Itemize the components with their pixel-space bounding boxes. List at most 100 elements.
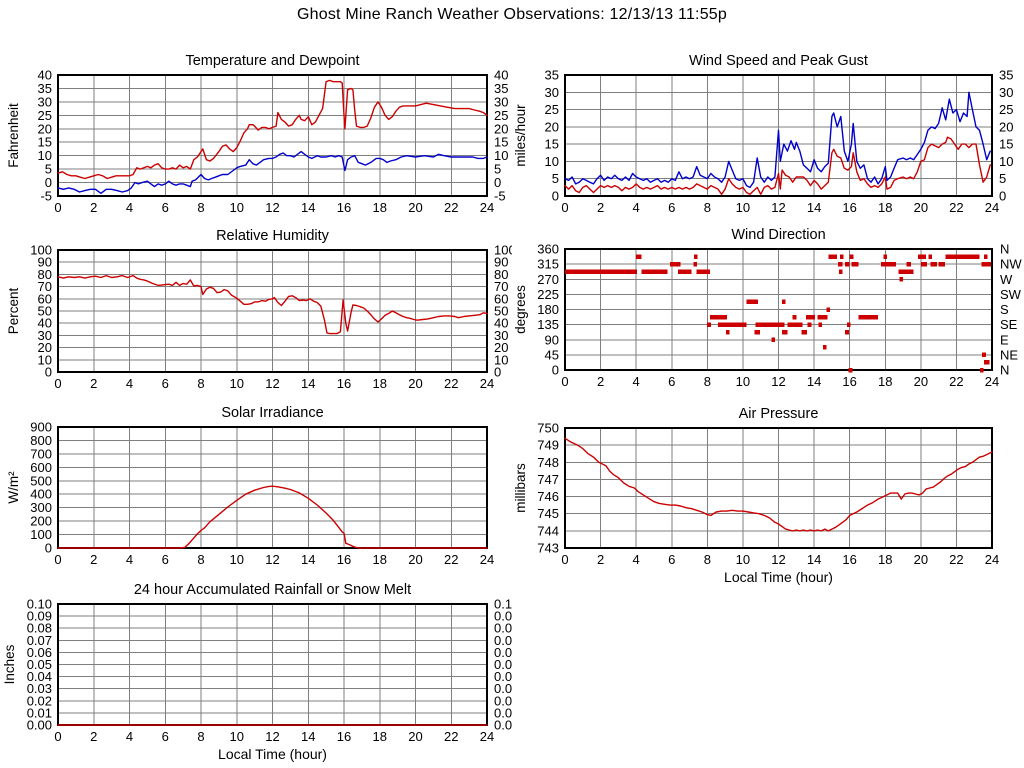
svg-text:35: 35 (38, 81, 52, 96)
svg-text:15: 15 (545, 137, 559, 152)
svg-text:20: 20 (999, 119, 1013, 134)
svg-text:8: 8 (197, 552, 204, 567)
svg-text:2: 2 (597, 374, 604, 389)
gridlines (565, 75, 992, 196)
wind-direction-svg: 0 2 4 6 8 10 12 14 16 18 20 22 240459013518022527031… (513, 227, 1022, 389)
svg-text:10: 10 (230, 729, 244, 744)
svg-text:745: 745 (537, 506, 559, 521)
humidity-line (57, 274, 488, 335)
svg-text:2: 2 (90, 200, 97, 215)
chart-title: Air Pressure (739, 406, 819, 422)
svg-text:0: 0 (561, 552, 568, 567)
chart-wind-direction: 0 2 4 6 8 10 12 14 16 18 20 22 24 0 45 90 135 180 225 270 31… (512, 218, 1024, 398)
svg-text:90: 90 (545, 332, 559, 347)
svg-text:10: 10 (736, 200, 750, 215)
svg-text:14: 14 (301, 376, 315, 391)
chart-rainfall: 0 2 4 6 8 10 12 14 16 18 20 22 24 0.00 0.01 0.02 0.03 0.0… (0, 578, 519, 768)
svg-text:16: 16 (337, 200, 351, 215)
svg-text:0: 0 (54, 729, 61, 744)
svg-text:14: 14 (301, 200, 315, 215)
x-tick-labels: 0 2 4 6 8 10 12 14 16 18 20 22 24 (54, 200, 494, 215)
svg-text:SE: SE (1000, 317, 1018, 332)
svg-text:24: 24 (985, 374, 999, 389)
svg-text:22: 22 (444, 200, 458, 215)
svg-text:20: 20 (408, 376, 422, 391)
svg-text:8: 8 (197, 729, 204, 744)
svg-text:15: 15 (999, 137, 1013, 152)
svg-text:10: 10 (230, 376, 244, 391)
svg-text:20: 20 (408, 200, 422, 215)
svg-text:0: 0 (561, 200, 568, 215)
relative-humidity-svg: 0 2 4 6 8 10 12 14 16 18 20 22 240102030405060708090… (6, 228, 516, 391)
svg-text:20: 20 (408, 552, 422, 567)
svg-text:30: 30 (38, 328, 52, 343)
chart-solar-irradiance: 0 2 4 6 8 10 12 14 16 18 20 22 24 0 100 200 300 400 500 600… (0, 398, 512, 578)
svg-text:10: 10 (736, 374, 750, 389)
x-tick-labels: 0 2 4 6 8 10 12 14 16 18 20 22 24 (54, 376, 494, 391)
chart-title: Temperature and Dewpoint (185, 53, 359, 69)
svg-text:6: 6 (668, 552, 675, 567)
svg-text:10: 10 (999, 154, 1013, 169)
svg-text:5: 5 (999, 171, 1006, 186)
plot-border (564, 74, 993, 197)
svg-text:80: 80 (38, 267, 52, 282)
svg-text:25: 25 (999, 102, 1013, 117)
svg-text:15: 15 (494, 135, 508, 150)
svg-text:20: 20 (408, 729, 422, 744)
svg-text:22: 22 (949, 374, 963, 389)
svg-text:0: 0 (45, 175, 52, 190)
svg-text:90: 90 (494, 255, 508, 270)
svg-text:0.05: 0.05 (27, 657, 52, 672)
y-tick-labels-right: 0 5 10 15 20 25 30 35 (999, 68, 1013, 204)
gridlines (58, 75, 487, 196)
svg-text:25: 25 (494, 108, 508, 123)
svg-text:10: 10 (736, 552, 750, 567)
svg-text:30: 30 (545, 85, 559, 100)
svg-text:900: 900 (30, 420, 52, 435)
svg-text:2: 2 (90, 552, 97, 567)
svg-text:N: N (1000, 242, 1009, 257)
svg-text:14: 14 (807, 552, 821, 567)
svg-text:40: 40 (494, 68, 508, 83)
svg-text:315: 315 (537, 257, 559, 272)
svg-text:500: 500 (30, 473, 52, 488)
gridlines (58, 250, 487, 372)
plot-border (57, 249, 488, 373)
svg-text:35: 35 (494, 81, 508, 96)
svg-text:30: 30 (38, 94, 52, 109)
chart-title: 24 hour Accumulated Rainfall or Snow Mel… (134, 582, 411, 598)
y-axis-label: Inches (2, 644, 17, 684)
svg-text:45: 45 (545, 347, 559, 362)
svg-text:SW: SW (1000, 287, 1022, 302)
svg-text:12: 12 (265, 729, 279, 744)
svg-text:747: 747 (537, 472, 559, 487)
svg-text:16: 16 (337, 552, 351, 567)
svg-text:22: 22 (949, 200, 963, 215)
svg-text:6: 6 (162, 729, 169, 744)
svg-text:0: 0 (999, 189, 1006, 204)
svg-text:22: 22 (949, 552, 963, 567)
svg-text:0.10: 0.10 (494, 597, 512, 612)
gridlines (565, 249, 992, 370)
svg-text:14: 14 (807, 374, 821, 389)
x-axis-label: Local Time (hour) (218, 746, 327, 762)
rainfall-svg: 0 2 4 6 8 10 12 14 16 18 20 22 240.000.010.020.030.0… (2, 582, 519, 762)
wind-speed-peak-gust-svg: 0 2 4 6 8 10 12 14 16 18 20 22 240510152025303505101… (513, 53, 1013, 215)
svg-text:5: 5 (45, 162, 52, 177)
svg-text:24: 24 (480, 376, 494, 391)
svg-text:12: 12 (265, 552, 279, 567)
svg-text:18: 18 (878, 200, 892, 215)
svg-text:400: 400 (30, 487, 52, 502)
svg-text:70: 70 (38, 279, 52, 294)
irradiance-line (57, 485, 488, 549)
svg-text:750: 750 (537, 421, 559, 436)
svg-text:30: 30 (494, 328, 508, 343)
svg-text:0: 0 (45, 541, 52, 556)
svg-text:-5: -5 (494, 189, 506, 204)
svg-text:16: 16 (842, 200, 856, 215)
svg-text:8: 8 (704, 374, 711, 389)
svg-text:20: 20 (494, 340, 508, 355)
